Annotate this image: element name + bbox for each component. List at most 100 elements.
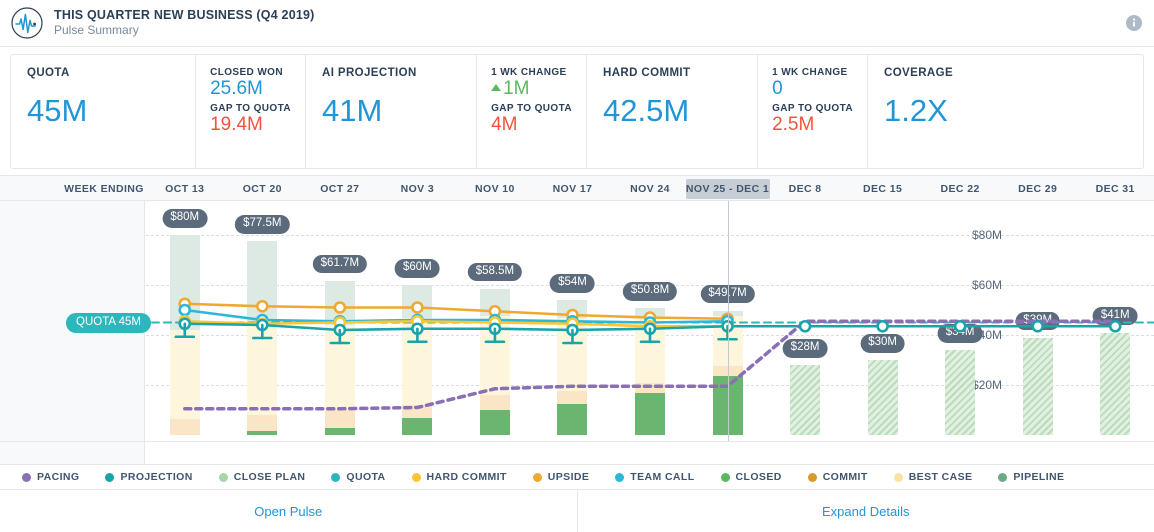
week-header-cell[interactable]: NOV 25 - DEC 1 [685,179,770,199]
commit-segment[interactable] [557,391,588,404]
week-header-cell[interactable]: OCT 27 [320,183,360,195]
legend-label: PACING [37,471,80,483]
kpi-coverage-label: COVERAGE [884,67,954,79]
legend-label: TEAM CALL [630,471,695,483]
best-case-segment[interactable] [324,325,355,410]
kpi-quota-secondary: CLOSED WON 25.6M GAP TO QUOTA 19.4M [195,55,305,168]
legend-item[interactable]: PROJECTION [105,471,192,483]
projected-bar[interactable] [790,365,821,435]
commit-segment[interactable] [635,382,665,393]
kpi-quota-gap-value: 19.4M [210,113,263,135]
commit-segment[interactable] [324,410,355,428]
projected-bar[interactable] [1100,332,1131,435]
closed-segment[interactable] [479,410,510,435]
legend-color-swatch [807,472,817,482]
kpi-closed-won-value: 25.6M [210,78,263,99]
week-header-cell[interactable]: NOV 3 [400,183,435,195]
quota-line-label: QUOTA 45M [66,312,151,333]
kpi-section: QUOTA 45M CLOSED WON 25.6M GAP TO QUOTA … [0,47,1154,175]
legend-color-swatch [615,472,625,482]
commit-segment[interactable] [479,395,510,410]
pipeline-segment[interactable] [324,280,355,325]
chart-legend: PACING PROJECTION CLOSE PLAN QUOTA HARD COMM… [0,464,1154,490]
week-header-cell[interactable]: DEC 31 [1095,183,1135,195]
legend-item[interactable]: QUOTA [331,471,385,483]
legend-label: COMMIT [822,471,868,483]
legend-item[interactable]: HARD COMMIT [411,471,507,483]
page-subtitle: Pulse Summary [54,23,139,37]
kpi-commit-gap-label: GAP TO QUOTA [772,102,853,114]
legend-label: HARD COMMIT [426,471,507,483]
week-header-cell[interactable]: NOV 24 [630,183,670,195]
bar-total-label: $60M [394,259,440,278]
y-axis-tick-label: $80M [971,228,1002,242]
week-header-cell[interactable]: NOV 17 [552,183,593,195]
best-case-segment[interactable] [557,317,588,392]
gridline [146,235,1154,236]
legend-item[interactable]: PACING [22,471,79,483]
legend-item[interactable]: CLOSE PLAN [218,471,306,483]
week-header-cell[interactable]: OCT 20 [242,183,282,195]
legend-item[interactable]: UPSIDE [532,471,590,483]
legend-label: BEST CASE [908,471,973,483]
pipeline-segment[interactable] [247,241,278,325]
week-header-cell[interactable]: DEC 15 [863,183,903,195]
best-case-segment[interactable] [635,315,665,383]
closed-segment[interactable] [402,417,433,435]
legend-item[interactable]: CLOSED [720,471,782,483]
best-case-segment[interactable] [247,325,278,415]
series-point-marker[interactable] [798,319,812,333]
kpi-quota: QUOTA 45M [11,55,195,168]
best-case-segment[interactable] [479,316,510,395]
legend-label: CLOSE PLAN [233,471,306,483]
best-case-segment[interactable] [169,330,200,419]
pipeline-segment[interactable] [402,285,433,318]
week-header-cell[interactable]: NOV 10 [475,183,515,195]
pipeline-segment[interactable] [557,300,588,318]
bar-total-label: $34M [937,324,983,343]
kpi-quota-gap-label: GAP TO QUOTA [210,102,291,114]
week-header-cell[interactable]: DEC 8 [788,183,822,195]
projected-bar[interactable] [945,350,976,435]
week-header-cell[interactable]: OCT 13 [165,183,205,195]
kpi-proj-gap-label: GAP TO QUOTA [491,102,572,114]
legend-item[interactable]: COMMIT [807,471,868,483]
legend-color-swatch [105,472,115,482]
projected-bar[interactable] [1022,337,1053,435]
closed-segment[interactable] [324,427,355,435]
legend-label: UPSIDE [547,471,590,483]
closed-segment[interactable] [247,431,278,435]
open-pulse-button[interactable]: Open Pulse [0,490,578,532]
y-axis-tick-label: $20M [971,378,1002,392]
commit-segment[interactable] [247,415,278,432]
pipeline-segment[interactable] [169,235,200,330]
bar-total-label: $30M [860,334,905,353]
kpi-quota-value: 45M [27,93,88,128]
legend-label: QUOTA [346,471,386,483]
header-titles: THIS QUARTER NEW BUSINESS (Q4 2019) Puls… [54,8,315,38]
bar-total-label: $39M [1015,311,1061,330]
closed-segment[interactable] [635,392,665,435]
pipeline-segment[interactable] [479,288,510,317]
kpi-proj-change-label: 1 WK CHANGE [491,67,567,78]
best-case-segment[interactable] [402,317,433,405]
commit-segment[interactable] [402,405,433,418]
week-header-cell[interactable]: DEC 22 [940,183,980,195]
commit-segment[interactable] [169,418,200,435]
pipeline-segment[interactable] [635,308,665,316]
kpi-hard-commit-value: 42.5M [603,93,690,128]
card-header: THIS QUARTER NEW BUSINESS (Q4 2019) Puls… [0,0,1154,47]
projected-bar[interactable] [867,360,898,435]
kpi-proj-gap-value: 4M [491,113,518,135]
legend-item[interactable]: TEAM CALL [615,471,694,483]
info-icon[interactable] [1126,15,1142,31]
legend-color-swatch [998,472,1008,482]
closed-segment[interactable] [557,403,588,435]
legend-color-swatch [331,472,341,482]
series-point-marker[interactable] [876,319,889,333]
expand-details-button[interactable]: Expand Details [822,503,910,519]
legend-item[interactable]: PIPELINE [998,471,1064,483]
legend-item[interactable]: BEST CASE [893,471,973,483]
week-header-cell[interactable]: DEC 29 [1018,183,1058,195]
